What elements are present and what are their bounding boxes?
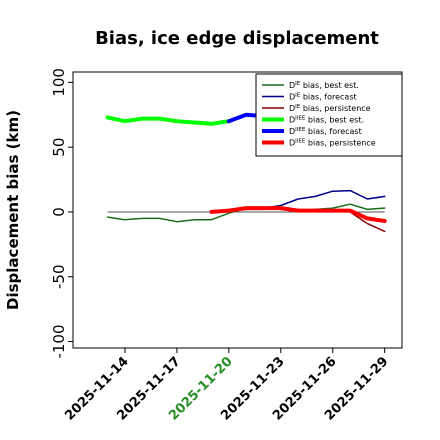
y-tick-label: 100 [50, 68, 68, 97]
y-tick-label: 0 [50, 207, 68, 217]
y-axis-label: Displacement bias (km) [4, 110, 22, 310]
legend-label-4: DIIEE bias, best est. [289, 116, 364, 125]
plot-area: -100-500501002025-11-142025-11-172025-11… [50, 68, 403, 424]
legend-label-2: DIE bias, forecast [289, 93, 357, 102]
chart-title: Bias, ice edge displacement [95, 28, 379, 49]
legend-label-6: DIIEE bias, persistence [289, 139, 376, 148]
legend-label-1: DIE bias, best est. [289, 81, 359, 90]
legend-label-5: DIIEE bias, forecast [289, 127, 362, 136]
legend-label-3: DIE bias, persistence [289, 104, 371, 113]
y-tick-label: -100 [50, 324, 68, 358]
plot-frame [72, 71, 403, 349]
series-line-6 [209, 206, 387, 223]
y-tick-label: 50 [50, 138, 68, 157]
y-tick-label: -50 [50, 264, 68, 289]
series-line-4 [105, 115, 231, 126]
